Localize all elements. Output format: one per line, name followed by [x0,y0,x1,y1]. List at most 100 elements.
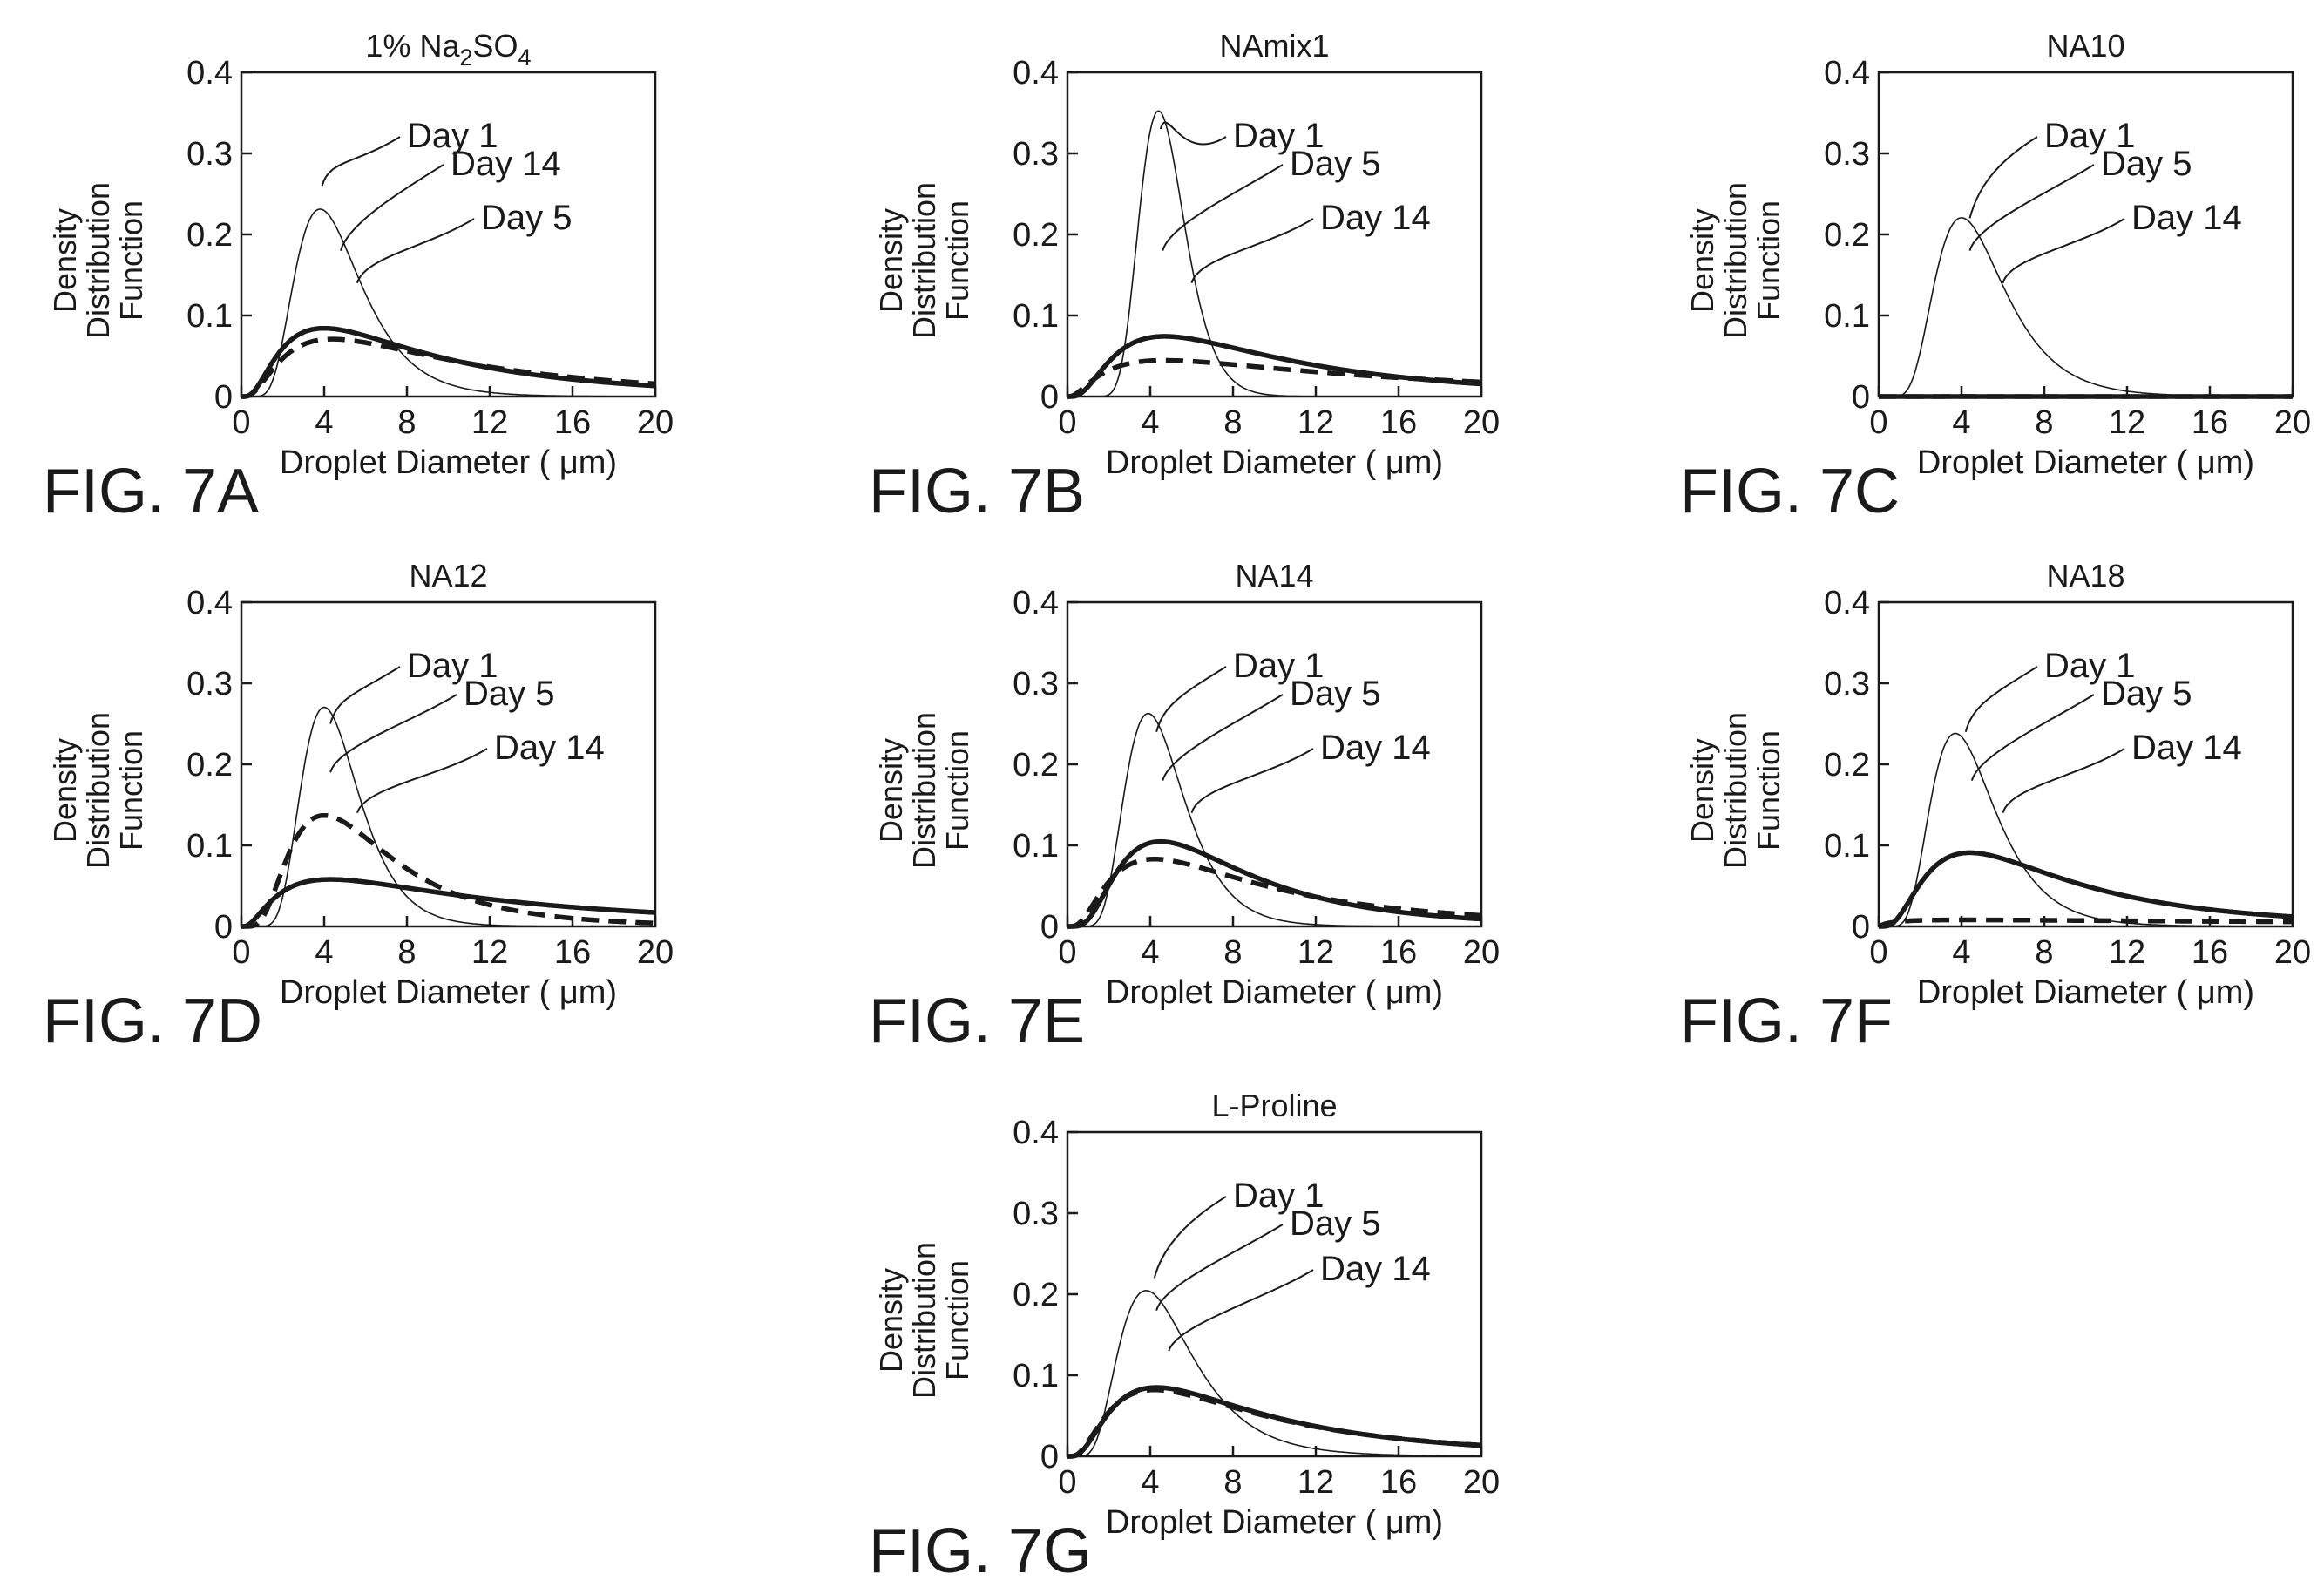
y-tick-label: 0 [1852,909,1870,946]
series-leader-line [1159,121,1227,146]
x-axis-label: Droplet Diameter ( μm) [1106,1504,1443,1541]
x-tick-label: 16 [2192,934,2228,971]
series-leader-line [1168,1269,1314,1352]
series-label: Day 5 [2101,675,2192,713]
series-line [1066,838,1483,929]
series-leader-line [2002,218,2125,284]
y-axis-label-line: Function [1751,730,1786,851]
series-leader-line [1190,218,1314,284]
x-tick-label: 4 [315,404,333,441]
x-axis-label: Droplet Diameter ( μm) [1106,444,1443,481]
y-axis-label: DensityDistributionFunction [1684,182,1786,339]
y-tick-label: 0 [1040,1439,1059,1475]
y-axis-label-line: Distribution [906,1242,942,1399]
x-tick-label: 12 [471,404,508,441]
y-axis-label: DensityDistributionFunction [47,712,149,869]
x-axis-label: Droplet Diameter ( μm) [1917,974,2254,1011]
y-tick-label: 0.3 [1013,136,1059,173]
x-tick-label: 12 [1298,934,1334,971]
y-tick-label: 0.3 [1824,666,1870,702]
x-tick-label: 0 [1058,934,1076,971]
y-axis-label: DensityDistributionFunction [1684,712,1786,869]
series-label: Day 1 [407,117,498,155]
y-axis-label-line: Function [939,200,975,321]
y-tick-label: 0.1 [1013,1358,1059,1394]
chart-title: NA14 [1235,558,1313,594]
y-tick-label: 0.4 [186,585,233,621]
y-tick-label: 0.2 [186,747,233,783]
y-tick-label: 0.4 [1013,55,1059,92]
series-line [240,325,657,399]
chart-title: NAmix1 [1219,28,1329,64]
x-tick-label: 4 [1141,1464,1159,1501]
series-leader-line [1162,164,1284,251]
x-tick-label: 0 [232,934,250,971]
y-axis-label-line: Density [873,208,909,313]
series-line [1066,857,1483,929]
series-leader-line [1155,666,1227,733]
y-axis-label-line: Density [873,738,909,843]
y-axis-label: DensityDistributionFunction [47,182,149,339]
x-tick-label: 0 [232,404,250,441]
series-label: Day 1 [1233,1177,1325,1215]
y-axis-label: DensityDistributionFunction [873,1242,975,1399]
x-tick-label: 16 [1380,1464,1417,1501]
y-axis-label-line: Function [113,200,149,321]
series-label: Day 14 [2131,729,2242,767]
x-tick-label: 16 [1380,404,1417,441]
series-leader-line [329,694,457,773]
series-label: Day 14 [1320,729,1431,767]
series-label: Day 14 [1320,1250,1431,1288]
series-label: Day 5 [1290,1204,1381,1243]
y-tick-label: 0.3 [186,136,233,173]
figure-label: FIG. 7B [869,457,1085,526]
series-line [1067,1290,1481,1457]
x-tick-label: 8 [1223,1464,1242,1501]
x-tick-label: 4 [1141,934,1159,971]
series-line [241,706,655,927]
y-tick-label: 0.3 [1013,666,1059,702]
title-subscript: 4 [518,44,532,71]
series-line [1066,357,1483,399]
y-tick-label: 0.1 [186,298,233,335]
x-tick-label: 16 [554,404,591,441]
chart-title: NA12 [409,558,487,594]
x-tick-label: 8 [397,404,416,441]
y-axis-label-line: Distribution [1718,182,1753,339]
y-tick-label: 0 [1040,909,1059,946]
series-leader-line [329,666,401,724]
y-axis-label-line: Function [939,730,975,851]
figure-label: FIG. 7E [869,987,1085,1056]
x-axis-label: Droplet Diameter ( μm) [280,974,617,1011]
series-label: Day 14 [2131,199,2242,237]
x-tick-label: 16 [1380,934,1417,971]
y-tick-label: 0 [214,379,233,416]
y-tick-label: 0.4 [1013,585,1059,621]
x-tick-label: 20 [2274,404,2311,441]
y-axis-label-line: Distribution [906,712,942,869]
chart-panel: NAmix1 0 4 8 12 16 20 0 0.1 0.2 0.3 0.4 Droplet Diam… [869,28,1500,526]
x-tick-label: 4 [315,934,333,971]
series-line [1067,110,1481,397]
chart-panel: NA14 0 4 8 12 16 20 0 0.1 0.2 0.3 0.4 Droplet Diamet… [869,558,1500,1056]
x-tick-label: 20 [637,934,674,971]
figure-label: FIG. 7A [43,457,259,526]
x-tick-label: 20 [637,404,674,441]
title-subscript: 2 [459,44,472,71]
y-tick-label: 0.2 [1824,747,1870,783]
x-tick-label: 4 [1952,404,1970,441]
x-tick-label: 12 [2109,404,2145,441]
series-leader-line [1190,748,1314,814]
title-part: 1% Na [365,28,460,64]
x-tick-label: 16 [554,934,591,971]
series-label: Day 5 [464,675,555,713]
y-axis-label-line: Density [47,208,83,313]
series-leader-line [1964,666,2038,733]
chart-panel: NA18 0 4 8 12 16 20 0 0.1 0.2 0.3 0.4 Droplet Diamet… [1680,558,2311,1056]
y-axis-label-line: Function [1751,200,1786,321]
series-line [240,877,657,929]
x-tick-label: 4 [1952,934,1970,971]
y-tick-label: 0.2 [186,217,233,254]
chart-title: NA18 [2046,558,2124,594]
